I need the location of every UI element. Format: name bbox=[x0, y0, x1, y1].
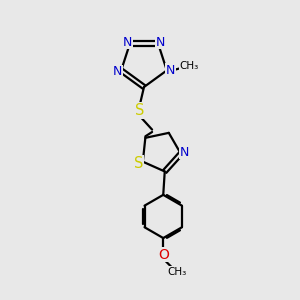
Text: N: N bbox=[180, 146, 189, 159]
Text: S: S bbox=[134, 156, 144, 171]
Text: CH₃: CH₃ bbox=[180, 61, 199, 71]
Text: N: N bbox=[156, 36, 165, 49]
Text: N: N bbox=[123, 36, 132, 49]
Text: S: S bbox=[135, 103, 144, 118]
Text: CH₃: CH₃ bbox=[168, 267, 187, 277]
Text: N: N bbox=[113, 65, 122, 78]
Text: O: O bbox=[158, 248, 169, 262]
Text: N: N bbox=[166, 64, 175, 77]
